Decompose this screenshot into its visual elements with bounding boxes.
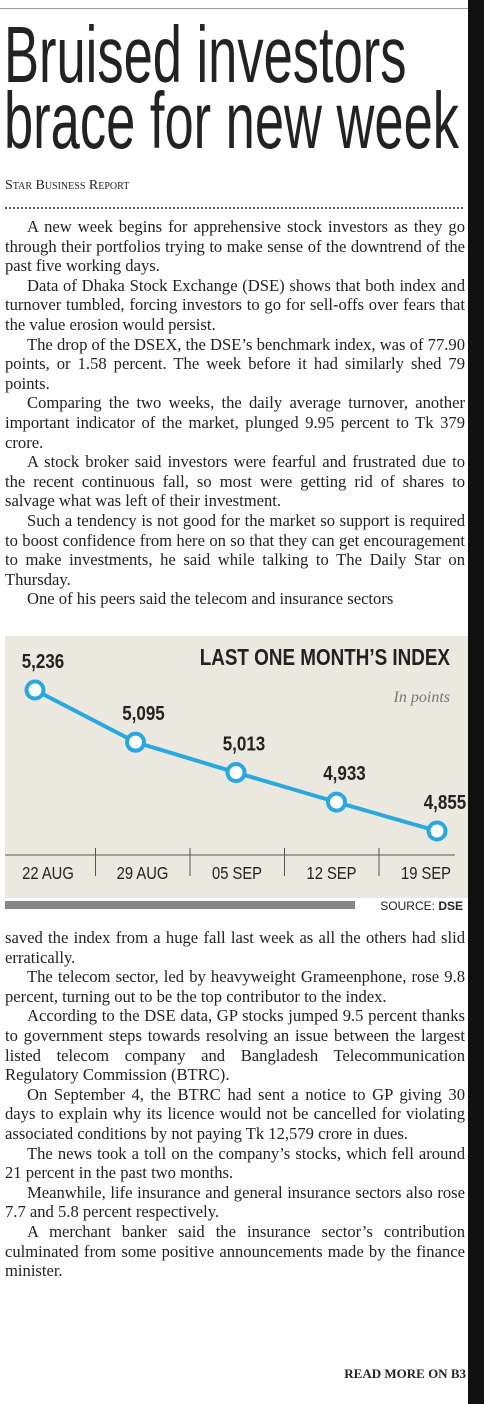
column: saved the index from a huge fall last we… xyxy=(5,928,465,1281)
paragraph: The news took a toll on the company’s st… xyxy=(5,1143,465,1183)
paragraph: A merchant banker said the insurance sec… xyxy=(5,1221,465,1281)
data-label: 5,236 xyxy=(22,650,65,673)
paragraph: According to the DSE data, GP stocks jum… xyxy=(5,1006,465,1085)
point xyxy=(426,820,448,842)
source: SOURCE: DSE xyxy=(380,899,463,913)
rule xyxy=(0,8,468,9)
paragraph: A stock broker said investors were fearf… xyxy=(5,452,465,511)
chart: LAST ONE MONTH’S INDEX In points SOURCE:… xyxy=(5,636,468,913)
paragraph: The drop of the DSEX, the DSE’s benchmar… xyxy=(5,334,465,393)
point xyxy=(125,731,146,753)
point xyxy=(326,791,347,813)
continuation: READ MORE ON B3 xyxy=(344,1366,466,1381)
paragraph: saved the index from a huge fall last we… xyxy=(5,928,465,967)
source-label: SOURCE: xyxy=(380,899,435,913)
paragraph: One of his peers said the telecom and in… xyxy=(27,589,394,609)
paragraph: Meanwhile, life insurance and general in… xyxy=(5,1182,465,1222)
paragraph: A new week begins for apprehensive stock… xyxy=(5,217,465,276)
x-tick-label: 05 SEP xyxy=(212,864,262,884)
x-tick-label: 19 SEP xyxy=(401,864,451,884)
byline: Star Business Report xyxy=(5,178,130,193)
headline-line: brace for new week xyxy=(4,76,460,165)
headline: Bruised investors brace for new week xyxy=(4,10,476,165)
data-label: 5,013 xyxy=(223,732,266,755)
rule xyxy=(5,207,463,209)
x-tick-label: 22 AUG xyxy=(22,864,74,884)
data-label: 4,855 xyxy=(424,791,467,814)
paragraph: Data of Dhaka Stock Exchange (DSE) shows… xyxy=(5,275,465,334)
paragraph: Comparing the two weeks, the daily avera… xyxy=(5,393,465,452)
chart-subtitle: In points xyxy=(393,689,450,706)
x-tick-label: 12 SEP xyxy=(307,864,357,884)
paragraph: Such a tendency is not good for the mark… xyxy=(5,510,465,589)
source-bar xyxy=(5,901,355,909)
x-tick-label: 29 AUG xyxy=(117,864,169,884)
paragraph: The telecom sector, led by heavyweight G… xyxy=(5,967,465,1006)
column: A new week begins for apprehensive stock… xyxy=(5,217,465,609)
data-label: 4,933 xyxy=(323,762,366,785)
edge-bar xyxy=(468,0,484,1404)
source-name: DSE xyxy=(438,899,463,913)
paragraph: On September 4, the BTRC had sent a noti… xyxy=(5,1084,465,1143)
data-label: 5,095 xyxy=(122,702,165,725)
headline-line: Bruised investors xyxy=(4,10,407,99)
chart-title: LAST ONE MONTH’S INDEX xyxy=(200,645,450,670)
point xyxy=(24,679,46,701)
point xyxy=(225,762,247,784)
